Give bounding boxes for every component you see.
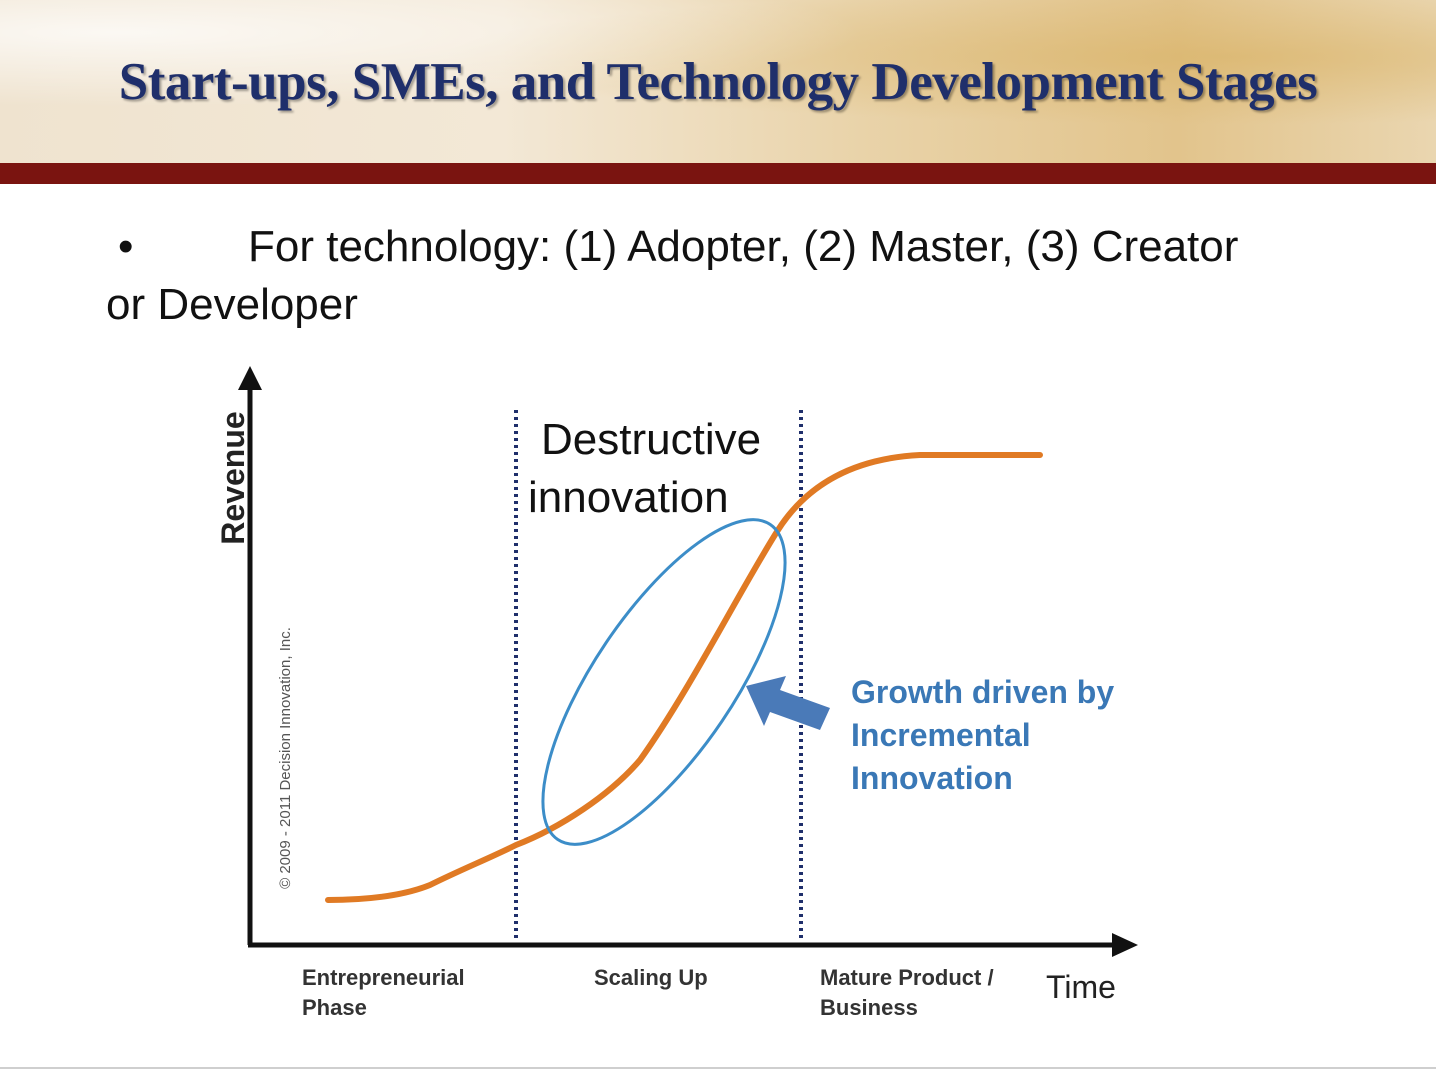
incremental-innovation-line2: Incremental — [851, 717, 1031, 753]
slide-title: Start-ups, SMEs, and Technology Developm… — [118, 53, 1318, 111]
destructive-innovation-line2: innovation — [528, 473, 729, 522]
phase-label-entrepreneurial-line1: Entrepreneurial — [302, 965, 465, 990]
incremental-growth-ellipse — [541, 518, 787, 846]
incremental-innovation-line1: Growth driven by — [851, 674, 1114, 710]
y-axis-label: Revenue — [215, 411, 251, 544]
x-axis-label: Time — [1046, 969, 1116, 1005]
bullet-text-line-1: For technology: (1) Adopter, (2) Master,… — [248, 222, 1239, 271]
y-axis-arrowhead — [238, 366, 262, 390]
copyright-notice: © 2009 - 2011 Decision Innovation, Inc. — [277, 627, 294, 889]
bullet-point: • For technology: (1) Adopter, (2) Master… — [106, 218, 1366, 334]
pointer-arrow-icon — [746, 676, 830, 730]
destructive-innovation-line1: Destructive — [541, 415, 761, 464]
header-divider-bar — [0, 163, 1436, 184]
phase-label-mature-line1: Mature Product / — [820, 965, 994, 990]
bullet-symbol: • — [118, 222, 134, 271]
phase-label-scaling-up: Scaling Up — [594, 965, 708, 990]
x-axis-arrowhead — [1112, 933, 1138, 957]
bullet-line-1: • For technology: (1) Adopter, (2) Master… — [106, 218, 1366, 276]
phase-label-mature-line2: Business — [820, 995, 918, 1020]
bullet-line-2: or Developer — [106, 276, 1366, 334]
bullet-text-line-2: or Developer — [106, 280, 358, 329]
revenue-s-curve — [325, 452, 1043, 903]
slide-header: Start-ups, SMEs, and Technology Developm… — [0, 0, 1436, 163]
incremental-innovation-line3: Innovation — [851, 760, 1013, 796]
slide-footer-line — [0, 1067, 1436, 1069]
phase-label-entrepreneurial-line2: Phase — [302, 995, 367, 1020]
